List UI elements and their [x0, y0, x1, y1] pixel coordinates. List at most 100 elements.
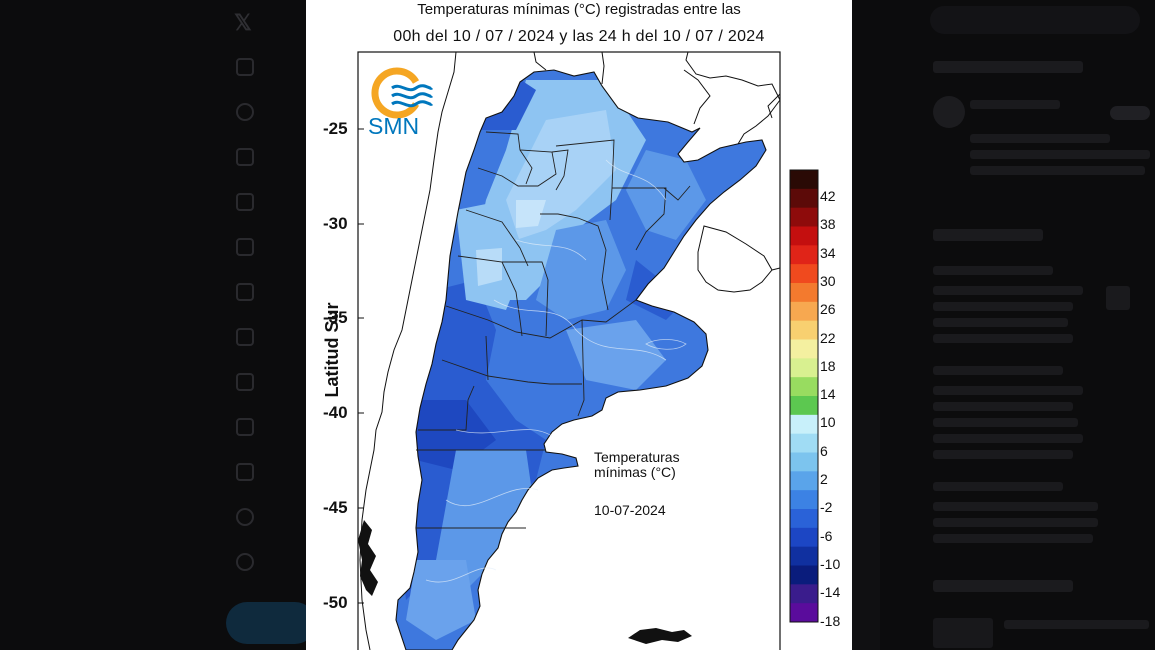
text-placeholder — [933, 418, 1078, 427]
scrollbar-panel — [850, 410, 880, 650]
colorbar-label: -10 — [820, 555, 841, 572]
colorbar-swatch — [790, 283, 818, 303]
colorbar-swatch — [790, 188, 818, 209]
text-placeholder — [933, 434, 1083, 443]
text-placeholder — [933, 286, 1083, 295]
nav-item — [236, 103, 254, 121]
y-tick-label: -40 — [323, 403, 348, 422]
map-title-line2: 00h del 10 / 07 / 2024 y las 24 h del 10… — [393, 28, 765, 45]
annotation-date: 10-07-2024 — [594, 502, 666, 518]
live-heading — [933, 229, 1043, 241]
colorbar-label: 38 — [820, 216, 836, 233]
isotherm-lines — [425, 159, 687, 583]
background-left-panel — [0, 0, 306, 650]
colorbar-swatch — [790, 584, 818, 604]
list-icon — [236, 283, 254, 301]
colorbar-swatch — [790, 452, 818, 472]
colorbar-swatch — [790, 414, 818, 435]
colorbar-swatch — [790, 546, 818, 566]
text-placeholder — [933, 502, 1098, 511]
y-tick-label: -30 — [323, 214, 348, 233]
colorbar-swatch — [790, 377, 818, 397]
text-placeholder — [933, 534, 1093, 543]
colorbar-swatch — [790, 490, 818, 510]
colorbar-label: -18 — [820, 612, 841, 629]
colorbar-frame — [789, 169, 819, 623]
colorbar-swatch — [790, 339, 818, 359]
colorbar-swatch — [790, 603, 818, 623]
nav-item — [236, 283, 254, 301]
y-tick-label: -25 — [323, 119, 348, 138]
text-placeholder — [970, 134, 1110, 143]
thumbnail — [1106, 286, 1130, 310]
colorbar-label: 14 — [820, 386, 836, 403]
colorbar-swatch — [790, 396, 818, 416]
colorbar-swatch — [790, 565, 818, 585]
text-placeholder — [1004, 620, 1149, 629]
colorbar-swatch — [790, 320, 818, 340]
text-placeholder — [933, 302, 1073, 311]
grok-icon — [236, 238, 254, 256]
lightning-icon — [236, 463, 254, 481]
whats-happening-heading — [933, 580, 1073, 592]
x-logo-icon: 𝕏 — [234, 10, 252, 35]
colorbar-swatch — [790, 471, 818, 491]
map-graphic — [357, 51, 819, 650]
nav-item — [236, 328, 254, 346]
temperature-map-card: Temperaturas mínimas (°C) registradas en… — [306, 0, 852, 650]
text-placeholder — [970, 100, 1060, 109]
plot-frame — [357, 51, 781, 650]
colorbar-label: 22 — [820, 329, 836, 346]
text-placeholder — [933, 402, 1073, 411]
nav-item — [236, 418, 254, 436]
province-borders — [416, 131, 691, 529]
nav-item — [236, 553, 254, 571]
nav-item — [236, 193, 254, 211]
colorbar-swatch — [790, 245, 818, 265]
text-placeholder — [933, 518, 1098, 527]
nav-item — [236, 463, 254, 481]
people-icon — [236, 373, 254, 391]
bookmark-icon — [236, 328, 254, 346]
colorbar-swatch — [790, 358, 818, 378]
colorbar-label: 18 — [820, 357, 836, 374]
y-tick-label: -35 — [323, 308, 348, 327]
nav-item — [236, 148, 254, 166]
nav-item — [236, 238, 254, 256]
nav-item — [236, 373, 254, 391]
colorbar-label: 42 — [820, 188, 836, 204]
search-bar — [930, 6, 1140, 34]
colorbar — [789, 169, 819, 623]
post-button — [226, 602, 316, 644]
y-tick-label: -45 — [323, 498, 348, 517]
text-placeholder — [933, 266, 1053, 275]
text-placeholder — [970, 150, 1150, 159]
mail-icon — [236, 193, 254, 211]
logo-text: SMN — [368, 113, 420, 139]
colorbar-label: 6 — [820, 442, 828, 459]
colorbar-label: 30 — [820, 272, 836, 289]
follow-button — [1110, 106, 1150, 120]
colorbar-swatch — [790, 301, 818, 322]
y-axis-ticks — [358, 128, 364, 604]
text-placeholder — [933, 334, 1073, 343]
relevant-people-heading — [933, 61, 1083, 73]
nav-item — [236, 508, 254, 526]
smn-logo-icon — [371, 67, 434, 119]
colorbar-swatch — [790, 170, 818, 190]
colorbar-label: -14 — [820, 584, 841, 601]
colorbar-label: 2 — [820, 471, 828, 487]
x-premium-icon — [236, 418, 254, 436]
colorbar-swatch — [790, 207, 818, 227]
text-placeholder — [933, 386, 1083, 395]
colorbar-label: -6 — [820, 527, 833, 544]
text-placeholder — [970, 166, 1145, 175]
text-placeholder — [933, 318, 1068, 327]
islands — [358, 520, 692, 644]
profile-icon — [236, 508, 254, 526]
colorbar-swatch — [790, 527, 818, 548]
colorbar-swatch — [790, 433, 818, 453]
bell-icon — [236, 148, 254, 166]
avatar — [933, 96, 965, 128]
thumbnail — [933, 618, 993, 648]
